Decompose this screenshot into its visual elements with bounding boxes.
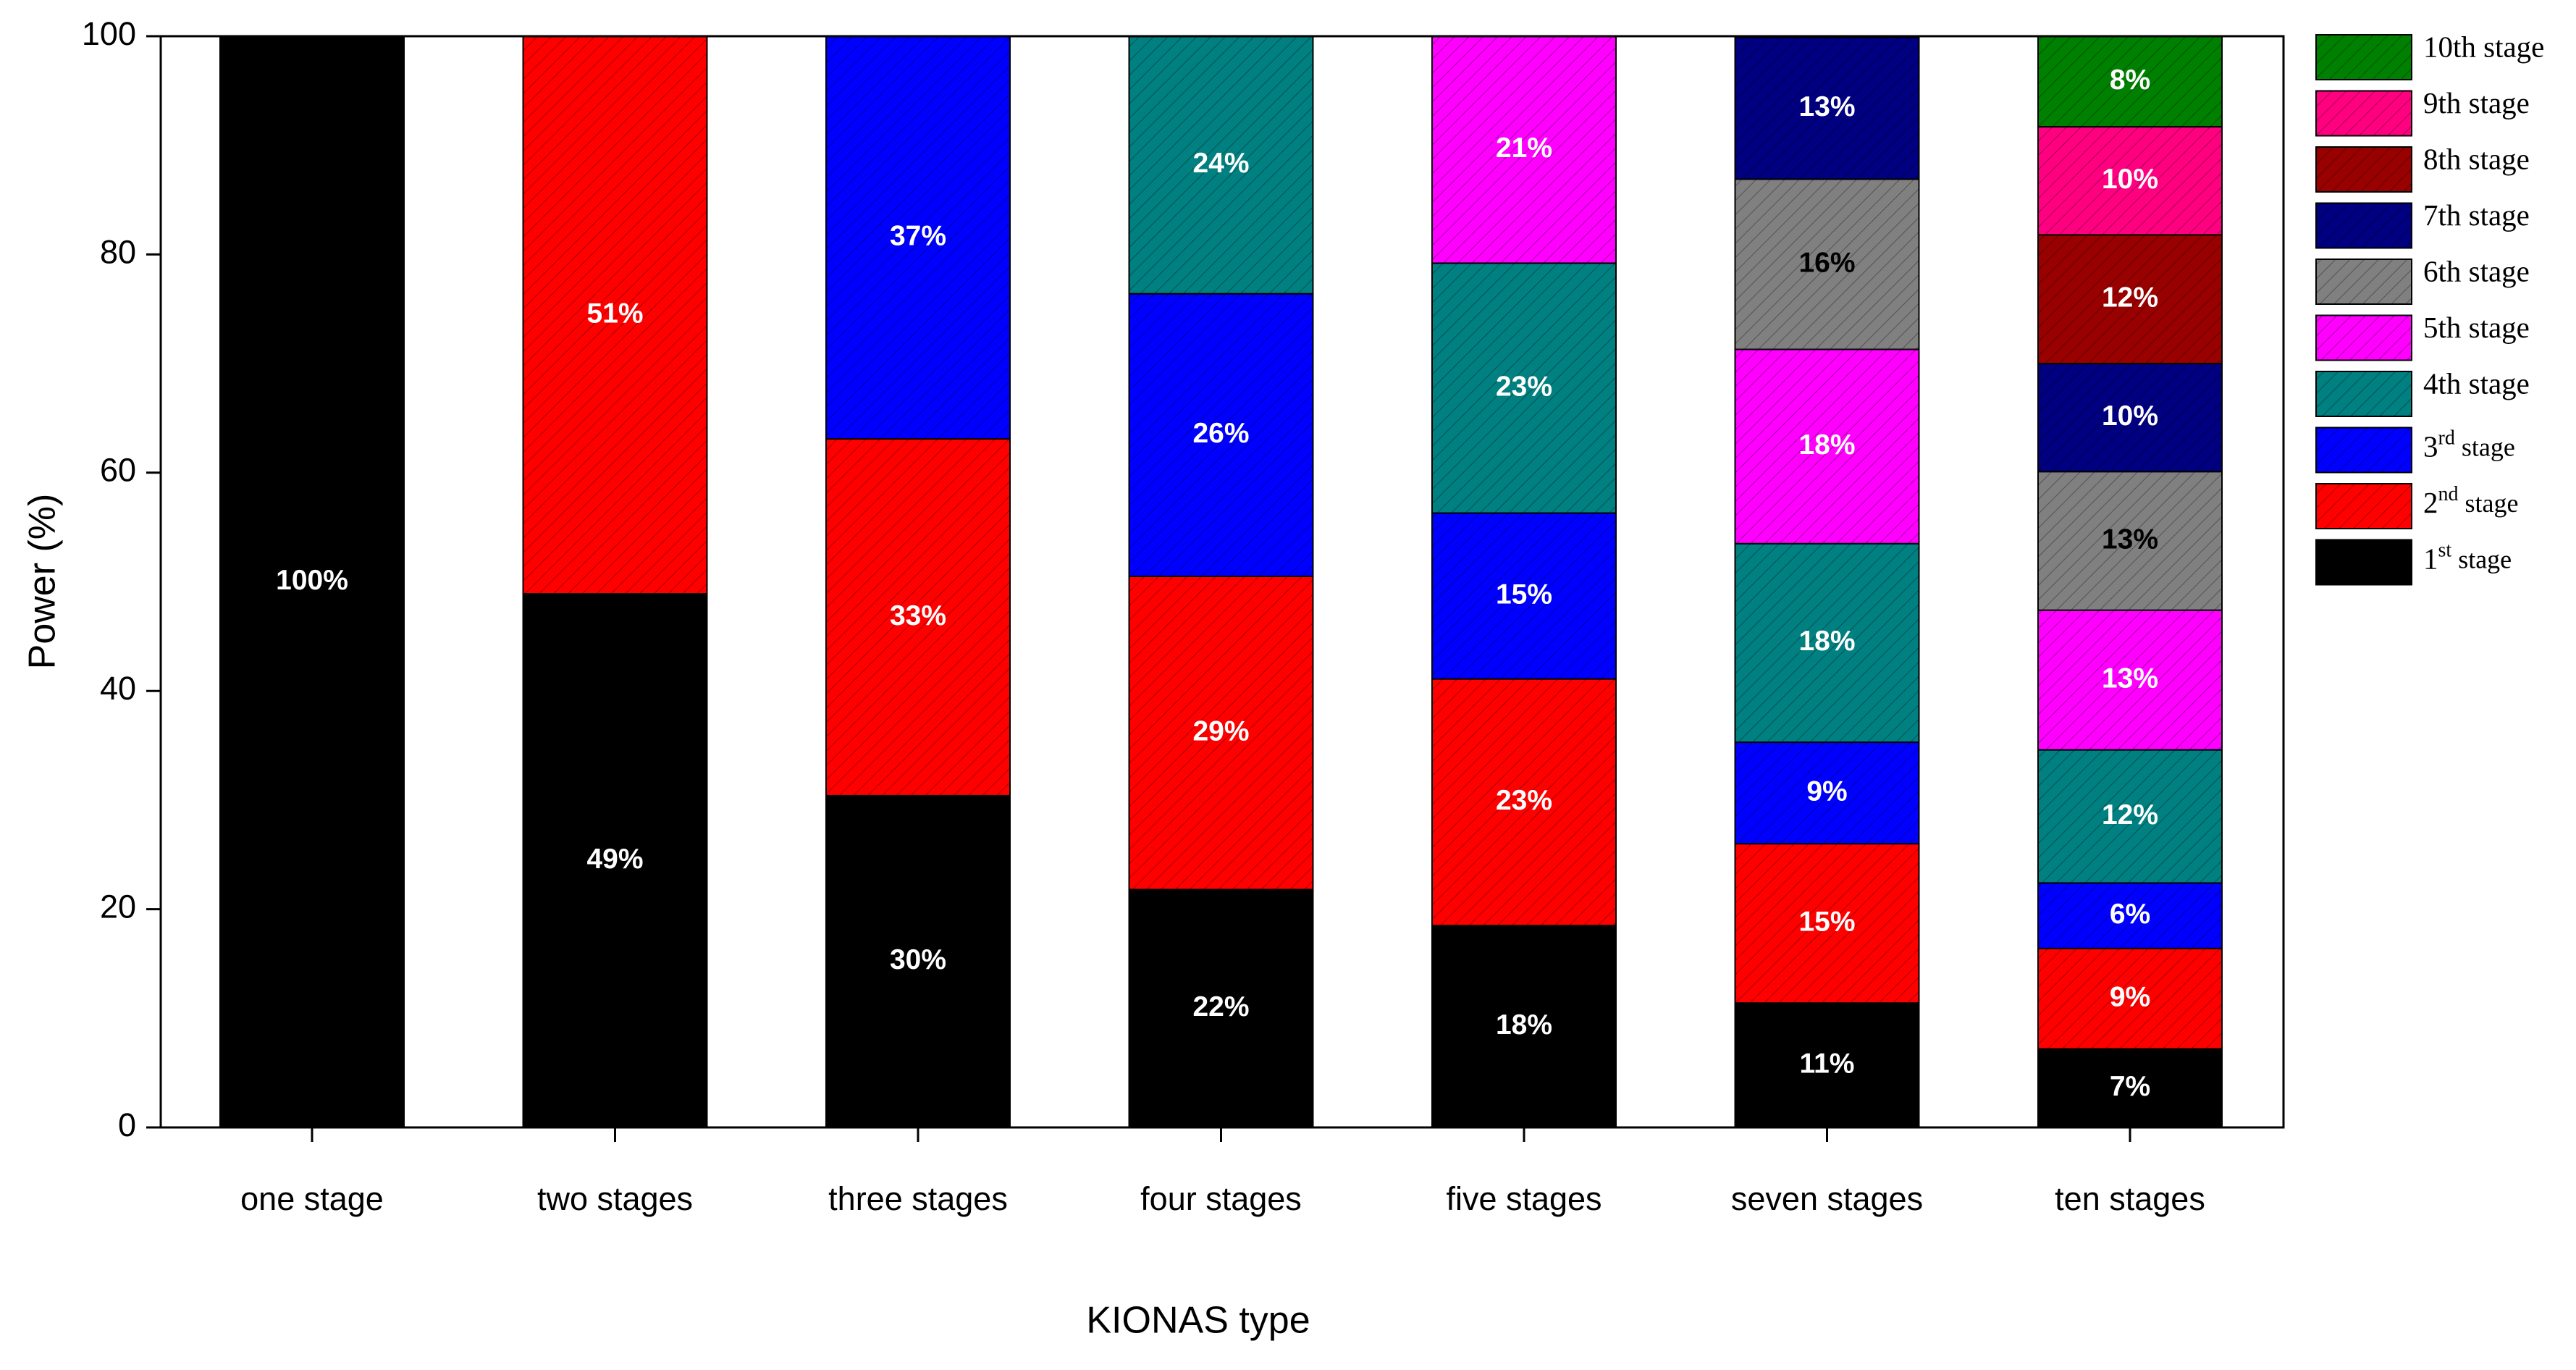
bar-segment [1128, 888, 1314, 1128]
bar-segment [1734, 1002, 1920, 1129]
value-label: 23% [1496, 371, 1552, 402]
legend-label: 9th stage [2423, 86, 2530, 119]
y-tick-label: 100 [82, 15, 136, 52]
legend-label: 6th stage [2423, 254, 2530, 287]
value-label: 18% [1798, 626, 1855, 657]
bar-segment [825, 35, 1011, 440]
bar-segment [2037, 234, 2223, 365]
legend-swatch [2315, 426, 2412, 474]
y-tick-label: 20 [100, 888, 136, 925]
legend-swatch [2315, 314, 2412, 361]
plot-frame [159, 35, 2285, 1129]
legend-swatch [2315, 371, 2412, 417]
bar-segment [2037, 749, 2223, 884]
legend-swatch [2315, 539, 2412, 586]
legend-swatch [2315, 90, 2412, 137]
bar-segment [1128, 293, 1314, 577]
x-tick-label: ten stages [2055, 1180, 2205, 1217]
bar-segment [1431, 512, 1617, 680]
value-label: 23% [1496, 785, 1552, 816]
legend-label: 7th stage [2423, 198, 2530, 232]
x-tick-label: one stage [240, 1180, 384, 1217]
bar-segment [1431, 35, 1617, 264]
x-tick-label: five stages [1446, 1180, 1601, 1217]
bar-segment [2037, 363, 2223, 473]
x-tick-label: seven stages [1731, 1180, 1923, 1217]
value-label: 15% [1496, 579, 1552, 610]
bar-segment [825, 438, 1011, 797]
value-label: 12% [2102, 799, 2158, 831]
bar-segment [1734, 542, 1920, 744]
bar-segment [1128, 35, 1314, 295]
value-label: 13% [1798, 91, 1855, 122]
legend-label: 8th stage [2423, 142, 2530, 175]
y-axis-label: Power (%) [22, 494, 64, 670]
bar-segment [2037, 882, 2223, 949]
legend-swatch [2315, 146, 2412, 193]
value-label: 29% [1192, 716, 1249, 747]
legend-swatch [2315, 483, 2412, 529]
value-label: 10% [2102, 164, 2158, 195]
bar-segment [522, 593, 708, 1128]
value-label: 9% [1806, 776, 1847, 807]
value-label: 13% [2102, 663, 2158, 694]
x-tick-label: two stages [537, 1180, 693, 1217]
value-label: 24% [1192, 148, 1249, 179]
bar-segment [2037, 947, 2223, 1050]
y-tick-label: 60 [100, 452, 136, 489]
legend-swatch [2315, 34, 2412, 80]
bar-segment [2037, 1048, 2223, 1128]
value-label: 13% [2102, 524, 2158, 555]
bar-segment [1734, 348, 1920, 545]
legend-label: 1st stage [2423, 539, 2512, 576]
legend-label: 5th stage [2423, 311, 2530, 344]
bar-segment [1431, 678, 1617, 927]
value-label: 49% [586, 844, 643, 875]
legend-label: 3rd stage [2423, 427, 2515, 463]
bar-segment [1431, 262, 1617, 514]
x-tick-label: three stages [828, 1180, 1008, 1217]
y-tick-label: 40 [100, 670, 136, 707]
y-tick-label: 80 [100, 233, 136, 270]
y-tick-label: 0 [118, 1106, 136, 1143]
value-label: 11% [1800, 1048, 1855, 1079]
bar-segment [2037, 609, 2223, 751]
bar-segment [522, 35, 708, 595]
value-label: 37% [890, 220, 946, 251]
value-label: 26% [1192, 418, 1249, 449]
value-label: 30% [890, 944, 946, 975]
value-label: 15% [1798, 906, 1855, 937]
legend-swatch [2315, 202, 2412, 249]
x-axis-label: KIONAS type [1086, 1300, 1310, 1342]
legend-swatch [2315, 259, 2412, 305]
value-label: 18% [1798, 429, 1855, 461]
bar-segment [1431, 925, 1617, 1128]
value-label: 51% [586, 298, 643, 329]
value-label: 9% [2110, 981, 2150, 1012]
value-label: 7% [2110, 1071, 2150, 1102]
value-label: 100% [276, 565, 348, 596]
bar-segment [1128, 575, 1314, 891]
legend-label: 2nd stage [2423, 483, 2518, 519]
value-label: 6% [2110, 899, 2150, 930]
x-tick-label: four stages [1140, 1180, 1302, 1217]
bar-segment [1734, 843, 1920, 1004]
legend-label: 4th stage [2423, 366, 2530, 400]
value-label: 21% [1496, 133, 1552, 164]
value-label: 22% [1192, 991, 1249, 1022]
value-label: 16% [1798, 247, 1855, 278]
bar-segment [2037, 126, 2223, 236]
bar-segment [2037, 35, 2223, 128]
value-label: 12% [2102, 282, 2158, 313]
legend-label: 10th stage [2423, 30, 2544, 63]
bar-segment [1734, 36, 1920, 180]
bar-segment [1734, 741, 1920, 845]
bar-segment [1734, 178, 1920, 350]
value-label: 33% [890, 600, 946, 631]
value-label: 18% [1496, 1009, 1552, 1041]
value-label: 8% [2110, 64, 2150, 96]
value-label: 10% [2102, 400, 2158, 432]
